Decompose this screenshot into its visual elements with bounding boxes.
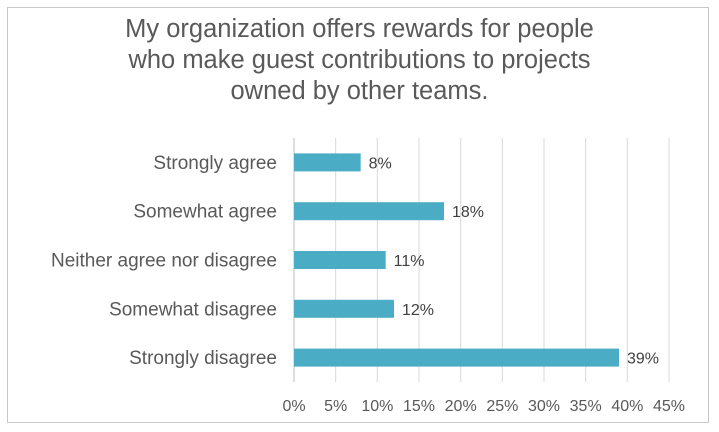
x-tick-label: 45% bbox=[653, 398, 685, 415]
bar bbox=[294, 202, 444, 220]
category-label: Somewhat disagree bbox=[109, 299, 277, 320]
data-label: 11% bbox=[394, 253, 425, 270]
x-tick-label: 35% bbox=[570, 398, 602, 415]
category-label: Neither agree nor disagree bbox=[51, 251, 277, 272]
x-tick-label: 10% bbox=[361, 398, 393, 415]
data-label: 8% bbox=[369, 155, 392, 172]
x-tick-label: 25% bbox=[486, 398, 518, 415]
x-tick-label: 40% bbox=[611, 398, 643, 415]
x-tick-label: 0% bbox=[282, 398, 305, 415]
bar bbox=[294, 251, 386, 269]
category-label: Somewhat agree bbox=[133, 202, 277, 223]
bars bbox=[294, 153, 619, 366]
x-tick-label: 15% bbox=[403, 398, 435, 415]
bar bbox=[294, 300, 394, 318]
bar bbox=[294, 349, 619, 367]
x-tick-label: 20% bbox=[445, 398, 477, 415]
labels: 0% 5% 10% 15% 20% 25% 30% 35% 40% 45% Strongly agr… bbox=[51, 153, 685, 415]
data-label: 39% bbox=[627, 351, 659, 368]
bar bbox=[294, 153, 361, 171]
category-label: Strongly agree bbox=[153, 153, 277, 174]
x-tick-label: 5% bbox=[324, 398, 347, 415]
x-tick-label: 30% bbox=[528, 398, 560, 415]
category-label: Strongly disagree bbox=[129, 348, 277, 369]
data-label: 12% bbox=[402, 302, 434, 319]
data-label: 18% bbox=[452, 204, 484, 221]
